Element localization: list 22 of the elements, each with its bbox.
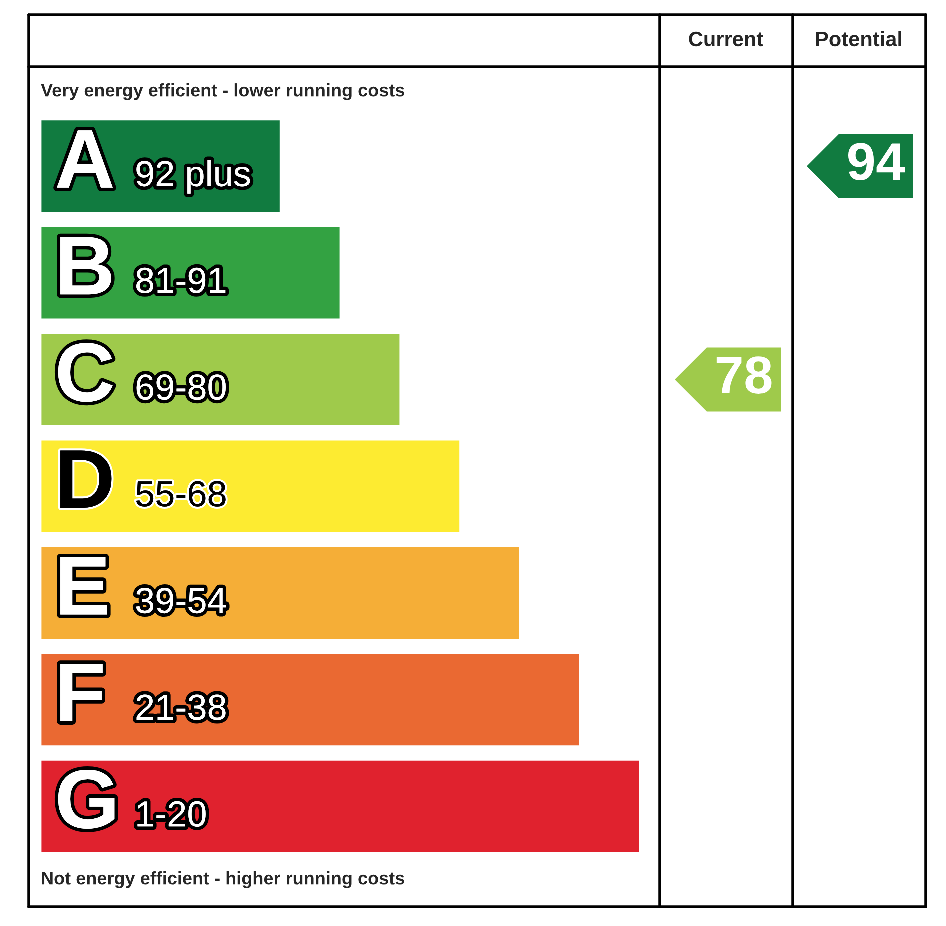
annotation: 81-91 bbox=[136, 268, 226, 294]
text: Current bbox=[689, 32, 764, 47]
annotation: 55-68 bbox=[136, 481, 226, 507]
y-tick-label: B bbox=[60, 237, 112, 295]
annotation: 39-54 bbox=[136, 588, 226, 614]
y-tick-label: A bbox=[57, 130, 113, 188]
text: 78 bbox=[716, 356, 772, 394]
text: Potential bbox=[816, 31, 902, 47]
bar bbox=[41, 760, 640, 854]
y-tick-label: C bbox=[58, 343, 113, 402]
y-tick-label: D bbox=[60, 450, 112, 508]
y-tick-label: E bbox=[60, 557, 108, 615]
annotation: 1-20 bbox=[138, 801, 206, 828]
text: Very energy efficient - lower running costs bbox=[41, 84, 404, 100]
annotation: 21-38 bbox=[136, 694, 226, 720]
annotation: 69-80 bbox=[136, 374, 226, 400]
y-tick-label: F bbox=[60, 664, 103, 722]
text: Not energy efficient - higher running costs bbox=[42, 872, 404, 888]
annotation: 92 plus bbox=[136, 160, 250, 194]
y-tick-label: G bbox=[58, 770, 115, 830]
text: 94 bbox=[848, 143, 906, 181]
bar bbox=[41, 652, 581, 748]
